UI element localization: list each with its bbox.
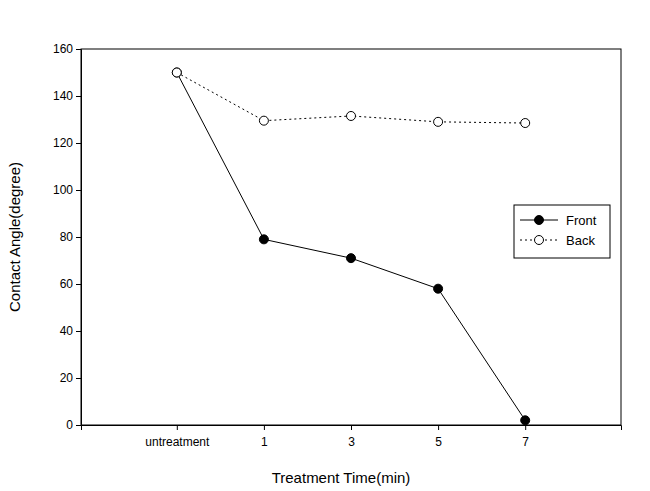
legend: Front Back [514, 205, 610, 258]
x-tick-label: 7 [522, 435, 529, 449]
y-tick-label: 160 [53, 42, 73, 56]
y-axis: 0 20 40 60 80 100 120 140 160 [53, 42, 82, 432]
x-tick: 3 [348, 425, 355, 449]
x-axis: untreatment 1 3 5 7 [82, 425, 622, 449]
y-tick-label: 60 [60, 277, 74, 291]
y-tick-mark [76, 237, 81, 238]
y-tick: 20 [60, 371, 81, 385]
point [347, 254, 356, 263]
y-tick-mark [76, 378, 81, 379]
x-tick: 7 [522, 425, 529, 449]
legend-marker [535, 216, 544, 225]
y-tick-mark [76, 190, 81, 191]
point [259, 235, 268, 244]
x-tick-label: 5 [435, 435, 442, 449]
point [347, 111, 356, 120]
y-tick-mark [76, 425, 81, 426]
y-tick: 140 [53, 89, 81, 103]
plot-frame [81, 49, 621, 425]
y-tick: 160 [53, 42, 81, 56]
y-axis-title: Contact Angle(degree) [6, 162, 23, 312]
x-tick-mark [438, 425, 439, 430]
y-tick: 40 [60, 324, 81, 338]
legend-marker [535, 236, 544, 245]
x-tick-mark [525, 425, 526, 430]
point [172, 68, 181, 77]
x-tick: 5 [435, 425, 442, 449]
y-tick-label: 20 [60, 371, 74, 385]
legend-label: Front [566, 213, 597, 228]
x-tick: untreatment [145, 425, 210, 449]
series-line [177, 73, 525, 124]
chart: 0 20 40 60 80 100 120 140 160 untreatment 1 3 5 7 Trea… [0, 0, 650, 491]
y-tick-mark [76, 143, 81, 144]
y-tick: 80 [60, 230, 81, 244]
legend-label: Back [566, 233, 595, 248]
y-axis-line [76, 50, 82, 426]
y-tick-label: 120 [53, 136, 73, 150]
x-tick: 1 [261, 425, 268, 449]
y-tick: 100 [53, 183, 81, 197]
series-line [177, 73, 525, 421]
point [521, 119, 530, 128]
y-tick: 120 [53, 136, 81, 150]
x-tick-mark [177, 425, 178, 430]
point [434, 117, 443, 126]
y-tick-label: 0 [66, 418, 73, 432]
y-tick-label: 40 [60, 324, 74, 338]
y-tick-mark [76, 96, 81, 97]
y-tick-label: 140 [53, 89, 73, 103]
y-tick: 60 [60, 277, 81, 291]
series-markers [172, 68, 529, 425]
x-tick-label: untreatment [145, 435, 210, 449]
x-tick-mark [351, 425, 352, 430]
x-axis-title: Treatment Time(min) [272, 469, 411, 486]
point [259, 116, 268, 125]
x-tick-label: 3 [348, 435, 355, 449]
plot-area [172, 68, 529, 425]
point [434, 284, 443, 293]
y-tick: 0 [66, 418, 81, 432]
x-tick-mark [264, 425, 265, 430]
y-tick-label: 80 [60, 230, 74, 244]
x-axis-line [82, 426, 622, 431]
legend-box [514, 205, 610, 258]
y-tick-label: 100 [53, 183, 73, 197]
x-tick-label: 1 [261, 435, 268, 449]
y-tick-mark [76, 284, 81, 285]
y-tick-mark [76, 49, 81, 50]
y-tick-mark [76, 331, 81, 332]
series-markers [172, 68, 529, 128]
point [172, 68, 181, 77]
point [521, 416, 530, 425]
